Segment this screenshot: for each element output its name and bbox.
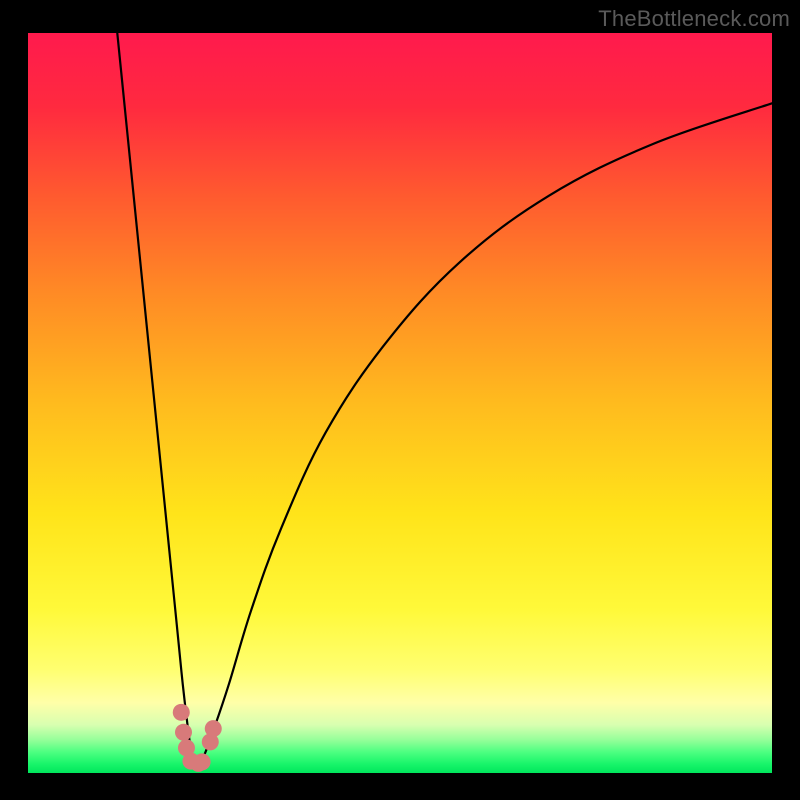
watermark-label: TheBottleneck.com bbox=[598, 6, 790, 32]
chart-container: TheBottleneck.com bbox=[0, 0, 800, 800]
data-point bbox=[194, 753, 211, 770]
data-point bbox=[175, 724, 192, 741]
gradient-plot bbox=[0, 0, 800, 800]
data-point bbox=[173, 704, 190, 721]
plot-background bbox=[28, 33, 772, 773]
data-point bbox=[205, 720, 222, 737]
